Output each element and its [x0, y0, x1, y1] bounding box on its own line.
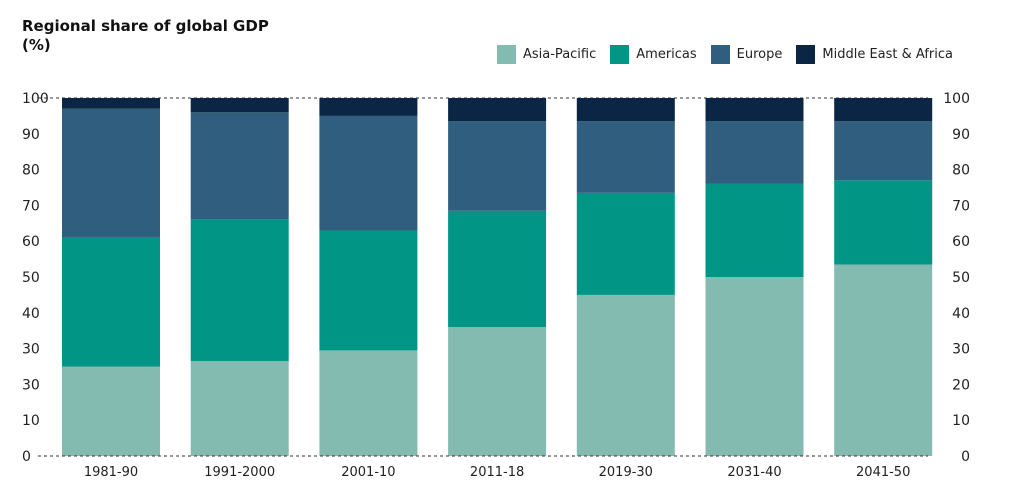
legend-item-europe: Europe — [710, 45, 783, 64]
bar-asia-pacific-1991-2000 — [190, 361, 289, 456]
bar-middle-east-africa-1981-90 — [62, 98, 160, 109]
y-tick-label-right: 50 — [952, 270, 970, 286]
bar-americas-1991-2000 — [190, 219, 289, 362]
bar-asia-pacific-2001-10 — [319, 350, 418, 456]
y-tick-label-right: 90 — [952, 127, 970, 143]
chart-title: Regional share of global GDP (%) — [22, 17, 269, 55]
x-tick-label: 1991-2000 — [204, 465, 275, 480]
legend-label-europe: Europe — [736, 47, 783, 62]
x-tick-label: 2019-30 — [599, 465, 653, 480]
bar-americas-2011-18 — [448, 210, 547, 328]
bar-americas-2001-10 — [319, 230, 418, 351]
legend-swatch-americas — [610, 45, 630, 64]
legend-label-middle-east-africa: Middle East & Africa — [822, 47, 953, 62]
chart-title-line2: (%) — [22, 36, 51, 54]
legend-label-asia-pacific: Asia-Pacific — [523, 47, 597, 62]
bar-americas-2019-30 — [576, 192, 675, 295]
x-tick-label: 1981-90 — [84, 465, 138, 480]
legend-item-americas: Americas — [610, 45, 697, 64]
y-tick-label-left: 100 — [22, 91, 49, 107]
y-tick-label-left: 30 — [22, 342, 40, 358]
y-tick-label-right: 30 — [952, 342, 970, 358]
bar-europe-2031-40 — [705, 121, 804, 184]
chart-title-line1: Regional share of global GDP — [22, 17, 269, 35]
y-tick-label-right: 40 — [952, 306, 970, 322]
y-tick-label-right: 20 — [952, 377, 970, 393]
y-tick-label-left: 50 — [22, 270, 40, 286]
bar-europe-2011-18 — [448, 121, 547, 211]
y-tick-label-right: 80 — [952, 163, 970, 179]
y-tick-label-right: 100 — [943, 91, 970, 107]
legend-label-americas: Americas — [636, 47, 697, 62]
bar-middle-east-africa-2001-10 — [319, 98, 418, 116]
legend-item-middle-east-africa: Middle East & Africa — [796, 45, 953, 64]
y-tick-label-right: 0 — [961, 449, 970, 465]
y-tick-label-left: 10 — [22, 413, 40, 429]
bar-asia-pacific-2041-50 — [834, 264, 933, 456]
legend-swatch-asia-pacific — [497, 45, 516, 64]
bar-americas-1981-90 — [62, 237, 160, 367]
bar-middle-east-africa-2041-50 — [834, 98, 933, 122]
bar-europe-2001-10 — [319, 115, 418, 231]
bar-middle-east-africa-2019-30 — [576, 98, 675, 122]
bar-europe-2019-30 — [576, 121, 675, 193]
x-tick-label: 2011-18 — [470, 465, 524, 480]
bar-europe-1981-90 — [62, 108, 160, 238]
legend-item-asia-pacific: Asia-Pacific — [497, 45, 596, 64]
y-tick-label-right: 10 — [952, 413, 970, 429]
y-tick-label-right: 60 — [952, 234, 970, 250]
y-tick-label-left: 30 — [22, 377, 40, 393]
bar-americas-2031-40 — [705, 183, 804, 277]
bar-asia-pacific-2011-18 — [448, 327, 547, 456]
bar-middle-east-africa-2031-40 — [705, 98, 804, 122]
y-tick-label-right: 70 — [952, 198, 970, 214]
y-tick-label-left: 80 — [22, 163, 40, 179]
y-tick-label-left: 40 — [22, 306, 40, 322]
legend-swatch-europe — [710, 45, 730, 64]
bar-americas-2041-50 — [834, 180, 933, 265]
y-tick-label-left: 0 — [22, 449, 31, 465]
bar-middle-east-africa-1991-2000 — [190, 98, 289, 113]
bar-asia-pacific-1981-90 — [62, 366, 160, 456]
x-tick-label: 2031-40 — [727, 465, 781, 480]
x-tick-label: 2041-50 — [856, 465, 910, 480]
bar-europe-1991-2000 — [190, 112, 289, 220]
bar-europe-2041-50 — [834, 121, 933, 181]
y-tick-label-left: 60 — [22, 234, 40, 250]
y-tick-label-left: 70 — [22, 198, 40, 214]
legend: Asia-Pacific Americas Europe Middle East… — [497, 45, 953, 64]
bar-asia-pacific-2019-30 — [576, 294, 675, 456]
bar-middle-east-africa-2011-18 — [448, 98, 547, 122]
legend-swatch-middle-east-africa — [796, 45, 816, 64]
x-tick-label: 2001-10 — [341, 465, 395, 480]
y-tick-label-left: 90 — [22, 127, 40, 143]
bar-asia-pacific-2031-40 — [705, 277, 804, 456]
